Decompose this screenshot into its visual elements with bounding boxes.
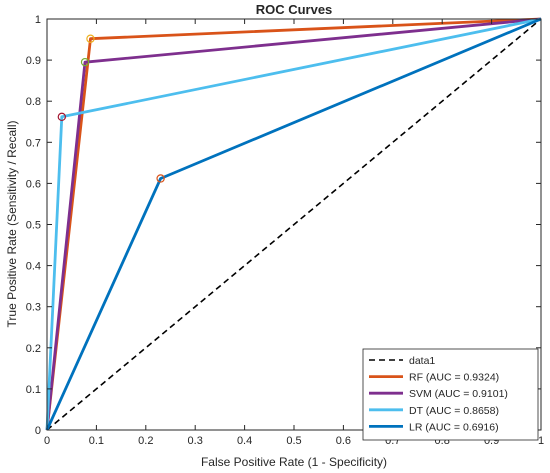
x-tick-label: 0.1 [89,435,104,447]
x-tick-label: 0.6 [336,435,351,447]
y-axis-label: True Positive Rate (Sensitivity / Recall… [5,121,19,328]
x-axis-label: False Positive Rate (1 - Specificity) [201,455,387,469]
x-tick-label: 0 [44,435,50,447]
y-tick-label: 0.5 [26,220,41,232]
legend-entry-label: LR (AUC = 0.6916) [409,421,499,433]
y-tick-label: 0.9 [26,55,41,67]
y-tick-label: 0.1 [26,384,41,396]
series-line-4 [45,17,542,431]
operating-point-marker-2 [80,57,90,67]
y-tick-label: 0.3 [26,302,41,314]
x-tick-label: 0.4 [237,435,252,447]
x-tick-label: 0.5 [286,435,301,447]
y-tick-label: 0 [35,425,41,437]
plot-area [45,17,542,431]
legend-entry-label: DT (AUC = 0.8658) [409,405,499,417]
legend-entry-label: SVM (AUC = 0.9101) [409,388,508,400]
operating-point-marker-1 [86,34,95,43]
series-line-2 [45,17,542,431]
x-tick-label: 0.3 [188,435,203,447]
legend-entry-label: RF (AUC = 0.9324) [409,372,499,384]
operating-point-marker-3 [57,112,67,122]
y-tick-label: 0.7 [26,137,41,149]
y-tick-label: 1 [35,14,41,26]
x-tick-label: 0.2 [138,435,153,447]
x-tick-label: 1 [538,435,544,447]
y-tick-label: 0.8 [26,96,41,108]
y-tick-label: 0.6 [26,178,41,190]
operating-point-marker-4 [156,174,165,183]
legend-entry-label: data1 [409,355,435,367]
series-line-0 [46,18,542,431]
series-line-3 [45,17,542,431]
y-tick-label: 0.4 [26,261,41,273]
chart-title: ROC Curves [256,2,333,17]
y-tick-label: 0.2 [26,343,41,355]
legend: data1 RF (AUC = 0.9324) SVM (AUC = 0.9101)… [362,348,539,441]
